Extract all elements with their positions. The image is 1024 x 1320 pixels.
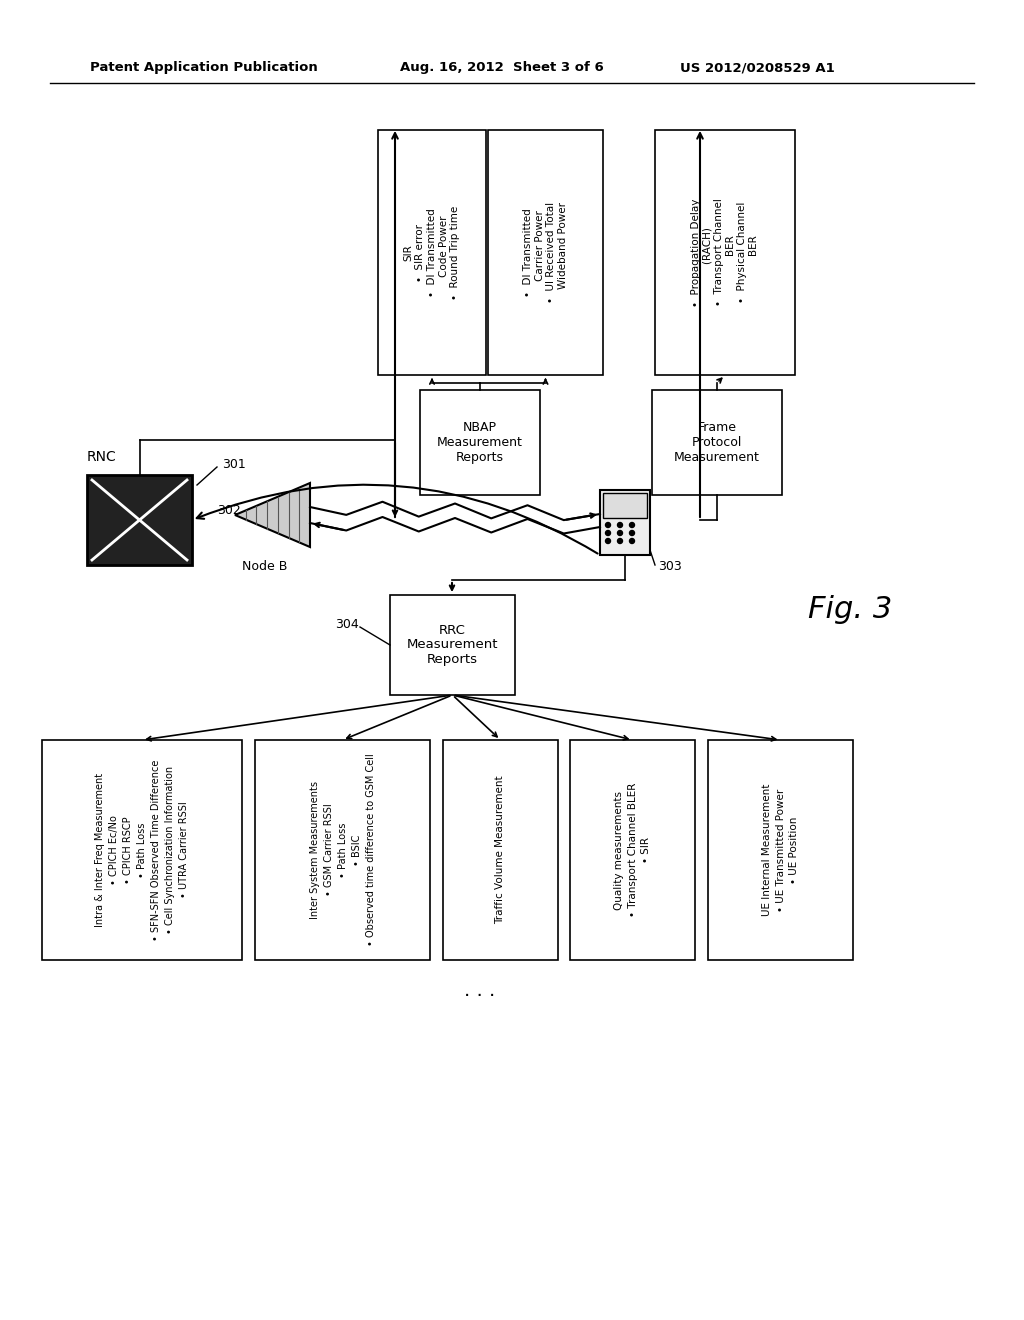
FancyArrowPatch shape [197, 484, 598, 553]
Bar [255, 741, 430, 960]
Circle shape [617, 523, 623, 528]
Bar [42, 741, 242, 960]
Bar [87, 475, 193, 565]
Bar [655, 129, 795, 375]
Circle shape [605, 523, 610, 528]
Text: 304: 304 [335, 619, 358, 631]
Text: SIR
•  SIR error
•  DI Transmitted
    Code Power
•  Round Trip time: SIR • SIR error • DI Transmitted Code Po… [403, 206, 460, 300]
Circle shape [617, 539, 623, 544]
Bar [443, 741, 558, 960]
Text: US 2012/0208529 A1: US 2012/0208529 A1 [680, 62, 835, 74]
Text: Aug. 16, 2012  Sheet 3 of 6: Aug. 16, 2012 Sheet 3 of 6 [400, 62, 604, 74]
Bar [652, 389, 782, 495]
Circle shape [630, 523, 635, 528]
Circle shape [630, 539, 635, 544]
Bar [570, 741, 695, 960]
Text: •  Propagation Delay
    (RACH)
•  Transport Channel
    BER
•  Physical Channel: • Propagation Delay (RACH) • Transport C… [691, 198, 759, 306]
Circle shape [605, 539, 610, 544]
Circle shape [605, 531, 610, 536]
Text: 301: 301 [222, 458, 246, 471]
Text: Intra & Inter Freq Measurement
• CPICH Ec/No
• CPICH RSCP
• Path Loss
• SFN-SFN : Intra & Inter Freq Measurement • CPICH E… [95, 759, 189, 941]
Text: •  DI Transmitted
    Carrier Power
•  UI Received Total
    Wideband Power: • DI Transmitted Carrier Power • UI Rece… [523, 202, 568, 304]
Bar [708, 741, 853, 960]
Text: RRC
Measurement
Reports: RRC Measurement Reports [407, 623, 499, 667]
Circle shape [617, 531, 623, 536]
Bar [378, 129, 486, 375]
Bar [390, 595, 515, 696]
Text: NBAP
Measurement
Reports: NBAP Measurement Reports [437, 421, 523, 465]
Text: RNC: RNC [87, 450, 117, 465]
Text: . . .: . . . [464, 981, 496, 999]
Bar [420, 389, 540, 495]
Text: Inter System Measurements
• GSM Carrier RSSI
• Path Loss
• BSIC
• Observed time : Inter System Measurements • GSM Carrier … [309, 754, 376, 946]
Bar [603, 492, 647, 517]
Bar [488, 129, 603, 375]
Text: Node B: Node B [243, 561, 288, 573]
Bar [600, 490, 650, 554]
Text: 302: 302 [217, 503, 241, 516]
Text: Patent Application Publication: Patent Application Publication [90, 62, 317, 74]
Text: Quality measurements
• Transport Channel BLER
• SIR: Quality measurements • Transport Channel… [614, 783, 650, 917]
Text: Fig. 3: Fig. 3 [808, 595, 892, 624]
Text: Traffic Volume Measurement: Traffic Volume Measurement [496, 776, 506, 924]
Text: Frame
Protocol
Measurement: Frame Protocol Measurement [674, 421, 760, 465]
Polygon shape [234, 483, 310, 546]
Text: UE Internal Measurement
• UE Transmitted Power
• UE Position: UE Internal Measurement • UE Transmitted… [762, 784, 799, 916]
Text: 303: 303 [658, 561, 682, 573]
Circle shape [630, 531, 635, 536]
